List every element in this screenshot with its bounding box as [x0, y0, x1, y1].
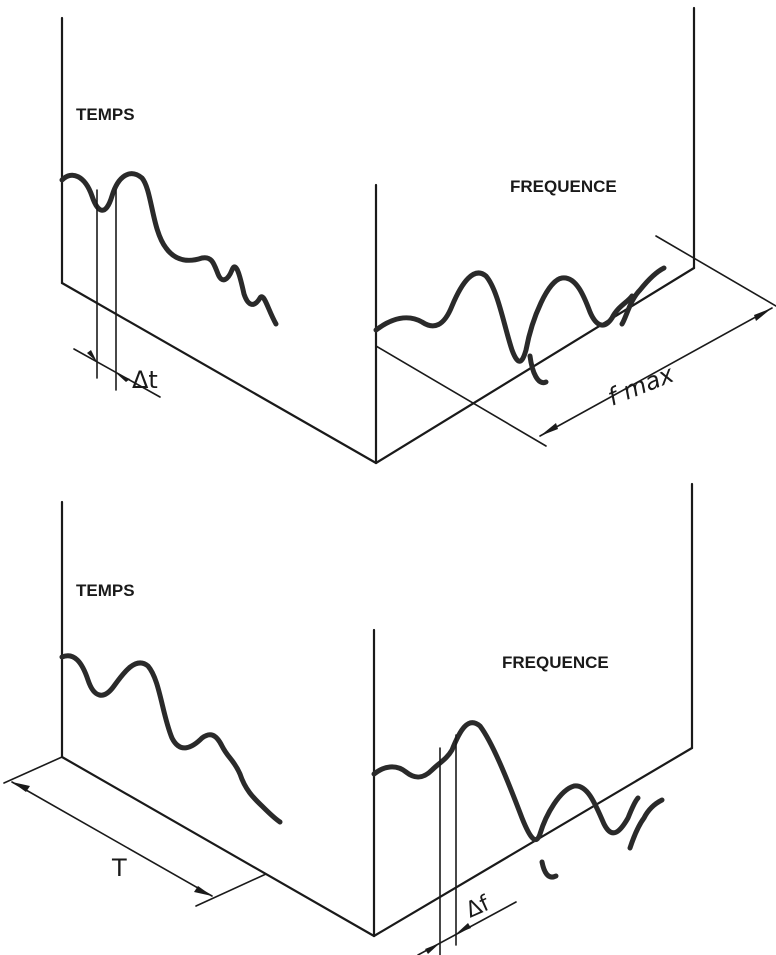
top-freq-label: FREQUENCE: [510, 177, 617, 196]
top-freq-base-axis: [374, 266, 696, 465]
top-freq-spectrum-tail: [619, 265, 667, 327]
bottom-df-arrow-right: [456, 923, 471, 934]
bottom-T-arrow-right: [194, 886, 212, 896]
top-fmax-left-extension: [375, 345, 547, 447]
top-dt-dim-line: [73, 348, 161, 398]
bottom-T-right-extension: [195, 873, 267, 907]
bottom-freq-spectrum-dip: [539, 859, 559, 880]
bottom-T-label: T: [111, 854, 127, 882]
top-dt-arrow-left: [87, 350, 97, 362]
bottom-T-dim-line: [11, 781, 213, 897]
bottom-freq-label: FREQUENCE: [502, 653, 609, 672]
top-panel: Δt f max TEMPS FREQUENCE: [59, 6, 776, 465]
bottom-T-arrow-left: [12, 782, 30, 792]
bottom-freq-spectrum: [371, 720, 641, 842]
top-freq-spectrum-dip: [527, 353, 549, 386]
bottom-T-left-extension: [3, 756, 63, 784]
bottom-freq-base-axis: [372, 746, 694, 938]
top-freq-spectrum: [373, 270, 635, 364]
top-fmax-dim-line: [539, 307, 773, 437]
top-fmax-label: f max: [604, 360, 679, 412]
top-fmax-arrow-right: [754, 308, 772, 321]
bottom-freq-spectrum-tail: [627, 797, 665, 851]
bottom-panel: T Δf TEMPS FREQUENCE: [3, 482, 694, 955]
bottom-df-arrow-left: [425, 943, 440, 954]
bottom-time-base-axis: [60, 755, 376, 938]
top-time-label: TEMPS: [76, 105, 135, 124]
top-fmax-arrow-left: [540, 423, 558, 436]
top-time-signal: [59, 171, 279, 327]
bottom-df-label: Δf: [462, 891, 494, 924]
top-dt-label: Δt: [132, 366, 158, 394]
bottom-time-signal: [59, 653, 283, 825]
top-dt-arrow-right: [116, 373, 130, 382]
top-time-base-axis: [60, 281, 378, 465]
top-fmax-right-extension: [655, 235, 776, 307]
bottom-time-label: TEMPS: [76, 581, 135, 600]
